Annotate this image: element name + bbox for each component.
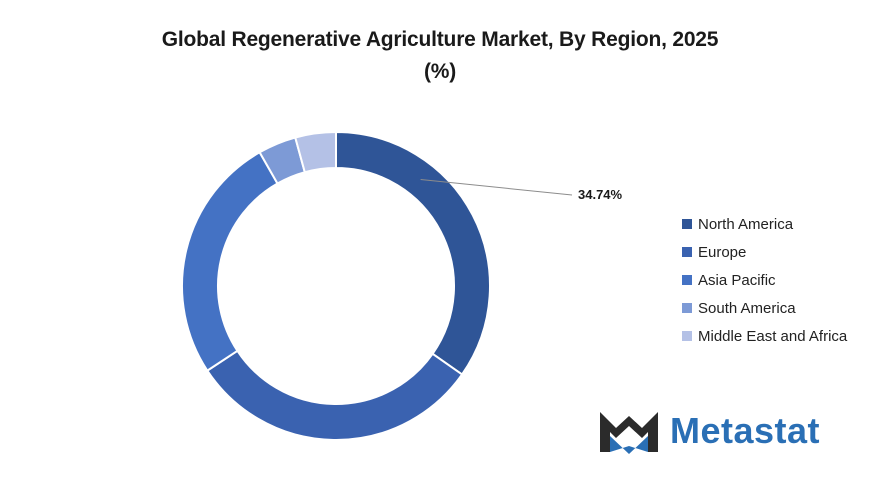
metastat-logo: Metastat [596,405,820,457]
legend-item-europe: Europe [682,238,847,266]
legend-label: South America [698,299,796,317]
metastat-logo-icon [600,412,658,454]
legend-swatch [682,247,692,257]
slice-north-america [335,130,491,376]
legend-item-asia-pacific: Asia Pacific [682,266,847,294]
legend-swatch [682,331,692,341]
donut-slices [181,130,491,441]
chart-title-sub: (%) [423,60,457,83]
slice-asia-pacific [181,150,279,373]
legend-label: Middle East and Africa [698,327,848,345]
legend-item-south-america: South America [682,294,847,322]
chart-title: Global Regenerative Agriculture Market, … [0,24,880,88]
legend-label: Asia Pacific [698,271,776,289]
metastat-logo-text: Metastat [670,410,821,451]
legend-item-middle-east-and-africa: Middle East and Africa [682,322,847,350]
chart-title-main: Global Regenerative Agriculture Market, … [161,28,719,51]
data-label-leader-line [420,179,573,196]
legend-swatch [682,219,692,229]
legend-label: North America [698,215,794,233]
legend-label: Europe [698,243,747,261]
slice-middle-east-and-africa [294,130,337,174]
legend-swatch [682,303,692,313]
chart-legend: North America Europe Asia Pacific South Ame… [682,210,847,350]
slice-europe [205,349,464,441]
data-label-north-america: 34.74% [578,187,623,202]
legend-item-north-america: North America [682,210,847,238]
data-labels: 34.74% [420,179,623,202]
legend-swatch [682,275,692,285]
